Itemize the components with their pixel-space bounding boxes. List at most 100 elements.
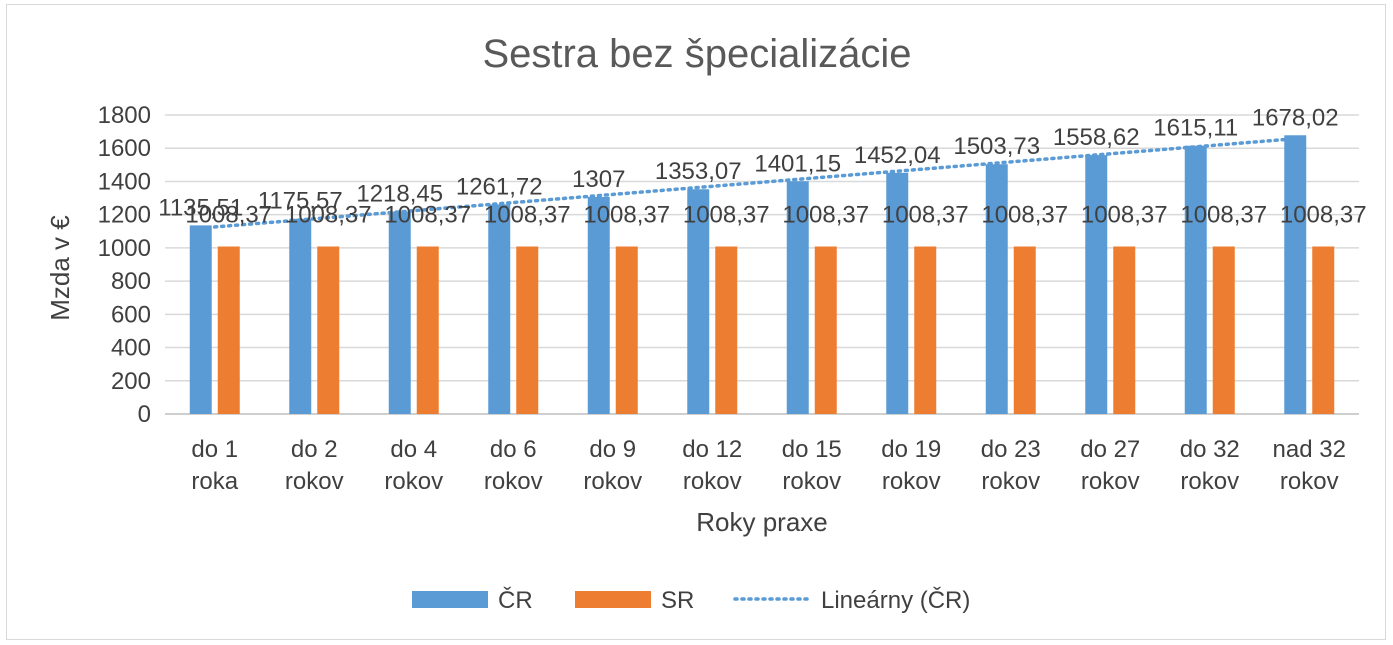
bar-cr bbox=[488, 204, 511, 414]
bar-cr bbox=[786, 181, 809, 414]
x-category-label: rokov bbox=[583, 468, 642, 495]
x-category-label: do 9 bbox=[589, 436, 636, 463]
legend-label: ČR bbox=[498, 586, 533, 614]
x-category-label: do 27 bbox=[1080, 436, 1140, 463]
data-label-sr: 1008,37 bbox=[882, 201, 969, 228]
y-tick-label: 800 bbox=[111, 268, 151, 295]
data-label-sr: 1008,37 bbox=[782, 201, 869, 228]
bars bbox=[189, 135, 1335, 415]
bar-cr bbox=[1184, 145, 1207, 414]
trendline bbox=[199, 136, 1297, 230]
data-label-cr: 1503,73 bbox=[953, 133, 1040, 160]
y-tick-label: 1400 bbox=[98, 168, 151, 195]
x-category-label: do 15 bbox=[782, 436, 842, 463]
legend-item-cr: ČR bbox=[412, 586, 533, 614]
bar-chart: Sestra bez špecializácie 0 200 400 600 800 10… bbox=[45, 32, 1367, 614]
bar-sr bbox=[615, 246, 638, 414]
data-label-cr: 1135,51 bbox=[158, 194, 243, 221]
data-label-cr: 1353,07 bbox=[655, 158, 742, 185]
data-label-sr: 1008,37 bbox=[285, 201, 372, 228]
bar-cr bbox=[886, 172, 909, 414]
x-category-label: do 19 bbox=[881, 436, 941, 463]
x-category-label: rokov bbox=[782, 468, 841, 495]
data-label-cr: 1558,62 bbox=[1053, 124, 1140, 151]
data-label-cr: 1678,02 bbox=[1252, 104, 1339, 131]
bar-sr bbox=[416, 246, 439, 414]
bar-cr bbox=[687, 189, 710, 414]
x-category-label: do 2 bbox=[291, 436, 338, 463]
chart-title: Sestra bez špecializácie bbox=[482, 32, 911, 76]
x-category-label: rokov bbox=[1280, 468, 1339, 495]
bar-sr bbox=[317, 246, 340, 414]
x-category-label: rokov bbox=[285, 468, 344, 495]
y-tick-label: 1200 bbox=[98, 202, 151, 229]
legend: ČR SR Lineárny (ČR) bbox=[412, 586, 970, 614]
bar-cr bbox=[388, 211, 411, 414]
bar-cr bbox=[1284, 135, 1307, 414]
bar-sr bbox=[217, 246, 240, 414]
bar-sr bbox=[1212, 246, 1235, 414]
y-axis-title: Mzda v € bbox=[45, 215, 75, 321]
data-label-sr: 1008,37 bbox=[1081, 201, 1168, 228]
x-category-label: do 6 bbox=[490, 436, 537, 463]
y-axis-ticks: 0 200 400 600 800 1000 1200 1400 1600 1800 bbox=[98, 102, 151, 428]
bar-sr bbox=[1013, 246, 1036, 414]
chart-container: Sestra bez špecializácie 0 200 400 600 800 10… bbox=[6, 4, 1386, 640]
bar-cr bbox=[189, 225, 212, 414]
y-tick-label: 400 bbox=[111, 335, 151, 362]
x-category-label: do 32 bbox=[1180, 436, 1240, 463]
x-category-label: rokov bbox=[981, 468, 1040, 495]
x-category-label: rokov bbox=[1081, 468, 1140, 495]
x-axis-categories: do 1 roka do 2 rokov do 4 rokov do 6 rokov do 9 r… bbox=[191, 436, 1346, 495]
data-label-cr: 1218,45 bbox=[356, 181, 443, 208]
x-axis-title: Roky praxe bbox=[696, 507, 828, 537]
y-tick-label: 1000 bbox=[98, 235, 151, 262]
bar-cr bbox=[985, 164, 1008, 414]
legend-label: Lineárny (ČR) bbox=[821, 586, 970, 614]
data-label-cr: 1175,57 bbox=[258, 188, 343, 215]
data-label-sr: 1008,37 bbox=[384, 201, 471, 228]
bar-sr bbox=[814, 246, 837, 414]
bar-cr bbox=[1085, 155, 1108, 415]
y-tick-label: 200 bbox=[111, 368, 151, 395]
y-tick-label: 1800 bbox=[98, 102, 151, 129]
x-category-label: rokov bbox=[1180, 468, 1239, 495]
bar-sr bbox=[914, 246, 937, 414]
x-category-label: do 4 bbox=[390, 436, 437, 463]
data-label-sr: 1008,37 bbox=[683, 201, 770, 228]
x-category-label: do 23 bbox=[981, 436, 1041, 463]
data-label-sr: 1008,37 bbox=[484, 201, 571, 228]
data-label-cr: 1452,04 bbox=[854, 142, 941, 169]
legend-label: SR bbox=[661, 587, 694, 614]
y-tick-label: 600 bbox=[111, 301, 151, 328]
x-category-label: do 1 bbox=[191, 436, 238, 463]
bar-sr bbox=[1113, 246, 1136, 414]
data-label-cr: 1615,11 bbox=[1153, 115, 1238, 142]
legend-item-sr: SR bbox=[575, 587, 694, 614]
x-category-label: rokov bbox=[882, 468, 941, 495]
bar-cr bbox=[289, 218, 312, 414]
x-category-label: do 12 bbox=[682, 436, 742, 463]
data-label-sr: 1008,37 bbox=[1280, 201, 1367, 228]
data-label-sr: 1008,37 bbox=[981, 201, 1068, 228]
trendline-group bbox=[199, 136, 1297, 230]
data-label-sr: 1008,37 bbox=[185, 201, 272, 228]
x-category-label: rokov bbox=[484, 468, 543, 495]
x-category-label: nad 32 bbox=[1273, 436, 1346, 463]
bar-cr bbox=[587, 196, 610, 414]
bar-sr bbox=[516, 246, 539, 414]
data-label-cr: 1261,72 bbox=[456, 173, 543, 200]
bar-sr bbox=[1312, 246, 1335, 414]
data-label-sr: 1008,37 bbox=[583, 201, 670, 228]
data-label-cr: 1401,15 bbox=[754, 150, 841, 177]
data-label-sr: 1008,37 bbox=[1180, 201, 1267, 228]
x-category-label: roka bbox=[191, 468, 238, 495]
legend-swatch bbox=[412, 591, 488, 608]
x-category-label: rokov bbox=[384, 468, 443, 495]
data-label-cr: 1307 bbox=[572, 166, 625, 193]
legend-swatch bbox=[575, 591, 651, 608]
y-tick-label: 0 bbox=[138, 401, 151, 428]
bar-sr bbox=[715, 246, 738, 414]
data-labels: 1135,511008,371175,571008,371218,451008,… bbox=[158, 104, 1366, 228]
legend-item-trend: Lineárny (ČR) bbox=[733, 586, 970, 614]
